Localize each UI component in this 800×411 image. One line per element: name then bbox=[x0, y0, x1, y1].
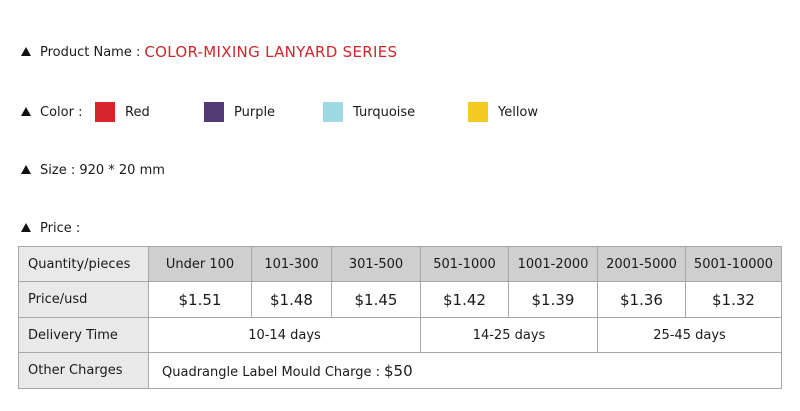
color-swatch-purple bbox=[204, 102, 224, 122]
quantity-cell: 2001-5000 bbox=[597, 246, 686, 282]
size-label: Size : 920 * 20 mm bbox=[40, 163, 165, 178]
quantity-cell: Under 100 bbox=[148, 246, 252, 282]
price-cell: $1.45 bbox=[331, 281, 421, 318]
product-name-label: Product Name : bbox=[40, 44, 141, 60]
color-option-turquoise: Turquoise bbox=[323, 102, 415, 122]
color-name: Red bbox=[125, 104, 150, 120]
quantity-cell: 1001-2000 bbox=[508, 246, 598, 282]
quantity-cell: 501-1000 bbox=[420, 246, 509, 282]
table-row-delivery: Delivery Time 10-14 days 14-25 days 25-4… bbox=[18, 317, 782, 353]
triangle-bullet-icon bbox=[21, 46, 31, 56]
color-line: Color : Red Purple Turquoise Yellow bbox=[21, 102, 721, 122]
delivery-cell: 25-45 days bbox=[597, 317, 782, 353]
price-cell: $1.39 bbox=[508, 281, 598, 318]
color-option-red: Red bbox=[95, 102, 150, 122]
color-name: Purple bbox=[234, 104, 276, 120]
delivery-cell: 10-14 days bbox=[148, 317, 421, 353]
product-name-line: Product Name : COLOR-MIXING LANYARD SERI… bbox=[21, 43, 397, 61]
color-swatch-turquoise bbox=[323, 102, 343, 122]
table-row-quantity: Quantity/pieces Under 100 101-300 301-50… bbox=[18, 246, 782, 282]
quantity-cell: 101-300 bbox=[251, 246, 332, 282]
product-name-value: COLOR-MIXING LANYARD SERIES bbox=[144, 43, 398, 61]
delivery-cell: 14-25 days bbox=[420, 317, 598, 353]
table-row-other-charges: Other Charges Quadrangle Label Mould Cha… bbox=[18, 352, 782, 389]
price-cell: $1.36 bbox=[597, 281, 686, 318]
other-charges-text: Quadrangle Label Mould Charge : bbox=[162, 364, 381, 380]
color-option-purple: Purple bbox=[204, 102, 275, 122]
price-cell: $1.42 bbox=[420, 281, 509, 318]
color-label: Color : bbox=[40, 104, 83, 120]
color-name: Yellow bbox=[498, 104, 539, 120]
color-name: Turquoise bbox=[353, 104, 416, 120]
price-line: Price : bbox=[21, 221, 80, 236]
other-charges-cell: Quadrangle Label Mould Charge : $50 bbox=[148, 352, 782, 389]
price-cell: $1.48 bbox=[251, 281, 332, 318]
triangle-bullet-icon bbox=[21, 223, 31, 232]
triangle-bullet-icon bbox=[21, 106, 31, 116]
color-swatch-red bbox=[95, 102, 115, 122]
row-header-delivery: Delivery Time bbox=[18, 317, 149, 353]
quantity-cell: 5001-10000 bbox=[685, 246, 782, 282]
price-cell: $1.51 bbox=[148, 281, 252, 318]
color-swatch-yellow bbox=[468, 102, 488, 122]
other-charges-amount: $50 bbox=[384, 361, 413, 380]
quantity-cell: 301-500 bbox=[331, 246, 421, 282]
table-row-price: Price/usd $1.51 $1.48 $1.45 $1.42 $1.39 … bbox=[18, 281, 782, 318]
triangle-bullet-icon bbox=[21, 165, 31, 174]
row-header-quantity: Quantity/pieces bbox=[18, 246, 149, 282]
size-line: Size : 920 * 20 mm bbox=[21, 163, 165, 178]
row-header-other-charges: Other Charges bbox=[18, 352, 149, 389]
row-header-price: Price/usd bbox=[18, 281, 149, 318]
price-label: Price : bbox=[40, 221, 81, 236]
price-cell: $1.32 bbox=[685, 281, 782, 318]
color-option-yellow: Yellow bbox=[468, 102, 538, 122]
price-table: Quantity/pieces Under 100 101-300 301-50… bbox=[18, 246, 782, 389]
